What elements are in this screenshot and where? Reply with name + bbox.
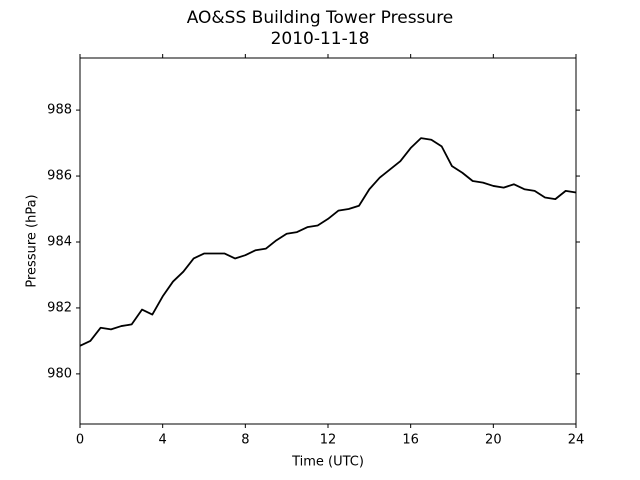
x-tick-label: 0 <box>76 433 84 448</box>
x-tick-label: 20 <box>485 433 502 448</box>
chart-title: AO&SS Building Tower Pressure <box>187 8 454 28</box>
y-tick-label: 988 <box>47 103 72 118</box>
x-axis-label: Time (UTC) <box>291 455 364 470</box>
x-tick-label: 24 <box>568 433 585 448</box>
y-tick-label: 980 <box>47 366 72 381</box>
y-tick-label: 984 <box>47 234 72 249</box>
x-tick-label: 4 <box>159 433 167 448</box>
y-tick-label: 986 <box>47 169 72 184</box>
data-line <box>79 137 577 347</box>
y-axis-label: Pressure (hPa) <box>25 194 40 287</box>
x-tick-label: 16 <box>402 433 419 448</box>
plot-frame <box>79 57 577 425</box>
x-tick-label: 12 <box>320 433 337 448</box>
chart-subtitle: 2010-11-18 <box>271 29 370 49</box>
x-tick-label: 8 <box>241 433 249 448</box>
y-tick-label: 982 <box>47 300 72 315</box>
